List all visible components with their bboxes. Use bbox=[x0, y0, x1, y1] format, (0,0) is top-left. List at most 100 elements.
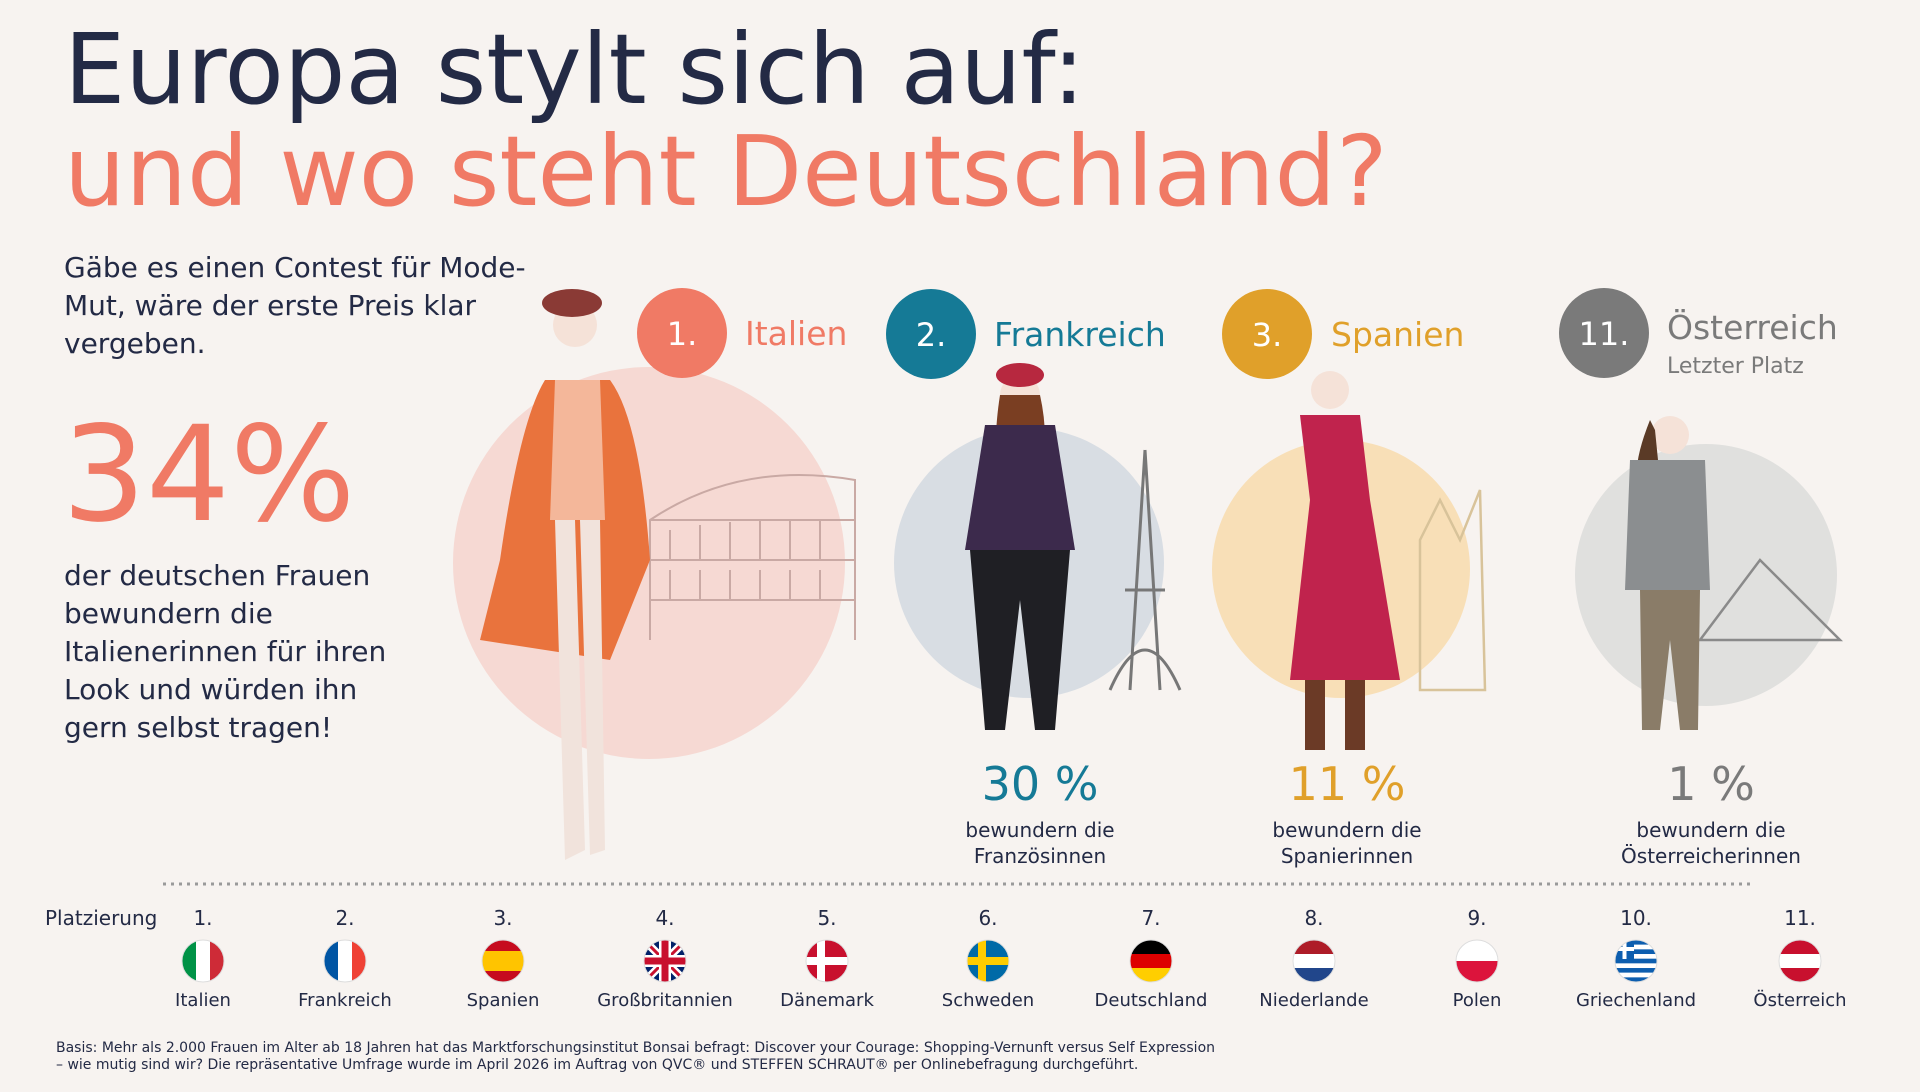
rank-badge bbox=[1559, 288, 1649, 378]
flag-part bbox=[1293, 968, 1335, 982]
country-name: Italien bbox=[745, 314, 847, 353]
rank: 4. bbox=[655, 906, 674, 930]
flag-clip bbox=[182, 940, 224, 982]
flag-ring bbox=[1455, 939, 1499, 983]
footnote-line: Basis: Mehr als 2.000 Frauen im Alter ab… bbox=[56, 1040, 1215, 1056]
flag bbox=[966, 939, 1010, 983]
country: Niederlande bbox=[1259, 990, 1368, 1011]
percent-text: bewundern die bbox=[965, 818, 1114, 842]
rank: 7. bbox=[1141, 906, 1160, 930]
intro-line: vergeben. bbox=[64, 327, 205, 360]
rank: 11. bbox=[1784, 906, 1816, 930]
rank-number: 11. bbox=[1579, 315, 1630, 353]
rank: 10. bbox=[1620, 906, 1652, 930]
rank-badge bbox=[637, 288, 727, 378]
percent: 30 % bbox=[982, 757, 1099, 811]
intro-line: Mut, wäre der erste Preis klar bbox=[64, 289, 477, 322]
flag bbox=[1129, 939, 1173, 983]
flag-clip bbox=[806, 940, 848, 982]
flag-part bbox=[352, 940, 366, 982]
flag-part bbox=[1622, 940, 1627, 959]
country: Deutschland bbox=[1095, 990, 1208, 1011]
country-name: Frankreich bbox=[994, 315, 1166, 354]
flag-part bbox=[1130, 940, 1172, 955]
flag-clip bbox=[967, 940, 1009, 982]
flag-part bbox=[1779, 968, 1821, 982]
ranking-label: Platzierung bbox=[45, 906, 157, 930]
flag-ring bbox=[181, 939, 225, 983]
flag-ring bbox=[1614, 939, 1658, 983]
rank-number: 1. bbox=[667, 315, 698, 353]
flag-part bbox=[1615, 958, 1657, 964]
flag-part bbox=[1293, 940, 1335, 955]
flag-part bbox=[324, 940, 338, 982]
flag-part bbox=[1456, 940, 1498, 962]
highlight-line: bewundern die bbox=[64, 597, 273, 630]
flag-clip bbox=[482, 940, 524, 982]
highlight-line: gern selbst tragen! bbox=[64, 711, 332, 744]
figure-austria bbox=[1625, 416, 1710, 730]
flag bbox=[1455, 939, 1499, 983]
rank-number: 2. bbox=[916, 316, 947, 354]
figure-italy bbox=[480, 289, 650, 860]
intro-line: Gäbe es einen Contest für Mode- bbox=[64, 251, 526, 284]
percent-text: bewundern die bbox=[1636, 818, 1785, 842]
mountain-sketch bbox=[1697, 558, 1844, 642]
country-name: Spanien bbox=[1331, 315, 1464, 354]
country: Großbritannien bbox=[597, 990, 733, 1011]
rank: 6. bbox=[978, 906, 997, 930]
flag-part bbox=[661, 940, 669, 982]
rank: 9. bbox=[1467, 906, 1486, 930]
flag-ring bbox=[643, 939, 687, 983]
flag-part bbox=[1130, 968, 1172, 982]
flag-part bbox=[1615, 968, 1657, 973]
flag-part bbox=[1293, 954, 1335, 969]
flag-part bbox=[1779, 954, 1821, 969]
highlight-value: 34% bbox=[62, 398, 355, 552]
flag-part bbox=[1615, 972, 1657, 978]
figure-spain bbox=[1290, 371, 1400, 750]
ranking: 1. Italien 2. Frankreich 3. Spanien 4. Großbrit… bbox=[175, 906, 1847, 1011]
rank: 2. bbox=[335, 906, 354, 930]
rank-number: 3. bbox=[1252, 316, 1283, 354]
rank: 1. bbox=[193, 906, 212, 930]
rank: 8. bbox=[1304, 906, 1323, 930]
country-name: Österreich bbox=[1667, 307, 1838, 347]
figure-france bbox=[965, 363, 1075, 730]
rank-badge bbox=[886, 289, 976, 379]
flag-part bbox=[1615, 963, 1657, 969]
flag-part bbox=[806, 957, 848, 965]
highlight-line: Look und würden ihn bbox=[64, 673, 357, 706]
flag-clip bbox=[324, 940, 366, 982]
highlight-line: Italienerinnen für ihren bbox=[64, 635, 386, 668]
country: Italien bbox=[175, 990, 231, 1011]
flag-ring bbox=[805, 939, 849, 983]
flag-part bbox=[1615, 949, 1657, 955]
country-note: Letzter Platz bbox=[1667, 354, 1804, 379]
illustrations bbox=[453, 289, 1844, 860]
flag-part bbox=[967, 957, 1009, 965]
flag-part bbox=[338, 940, 352, 982]
flag-clip bbox=[1130, 940, 1172, 982]
flag-ring bbox=[323, 939, 367, 983]
flag-part bbox=[196, 940, 210, 982]
flag-part bbox=[978, 940, 986, 982]
flag bbox=[481, 939, 525, 983]
flag-clip bbox=[1779, 940, 1821, 982]
flag-clip bbox=[1615, 940, 1657, 982]
flag-part bbox=[1779, 940, 1821, 955]
title-line-1: Europa stylt sich auf: bbox=[64, 13, 1085, 126]
flag bbox=[1614, 939, 1658, 983]
flag-part bbox=[482, 951, 524, 971]
flag-part bbox=[1615, 954, 1657, 959]
country: Österreich bbox=[1753, 989, 1846, 1011]
highlight-text: der deutschen Frauen bewundern die Italien… bbox=[64, 559, 386, 744]
flag-part bbox=[210, 940, 224, 982]
percent: 11 % bbox=[1289, 757, 1406, 811]
rank-badge bbox=[1222, 289, 1312, 379]
country: Griechenland bbox=[1576, 990, 1696, 1011]
country: Frankreich bbox=[298, 990, 392, 1011]
flag bbox=[643, 939, 687, 983]
